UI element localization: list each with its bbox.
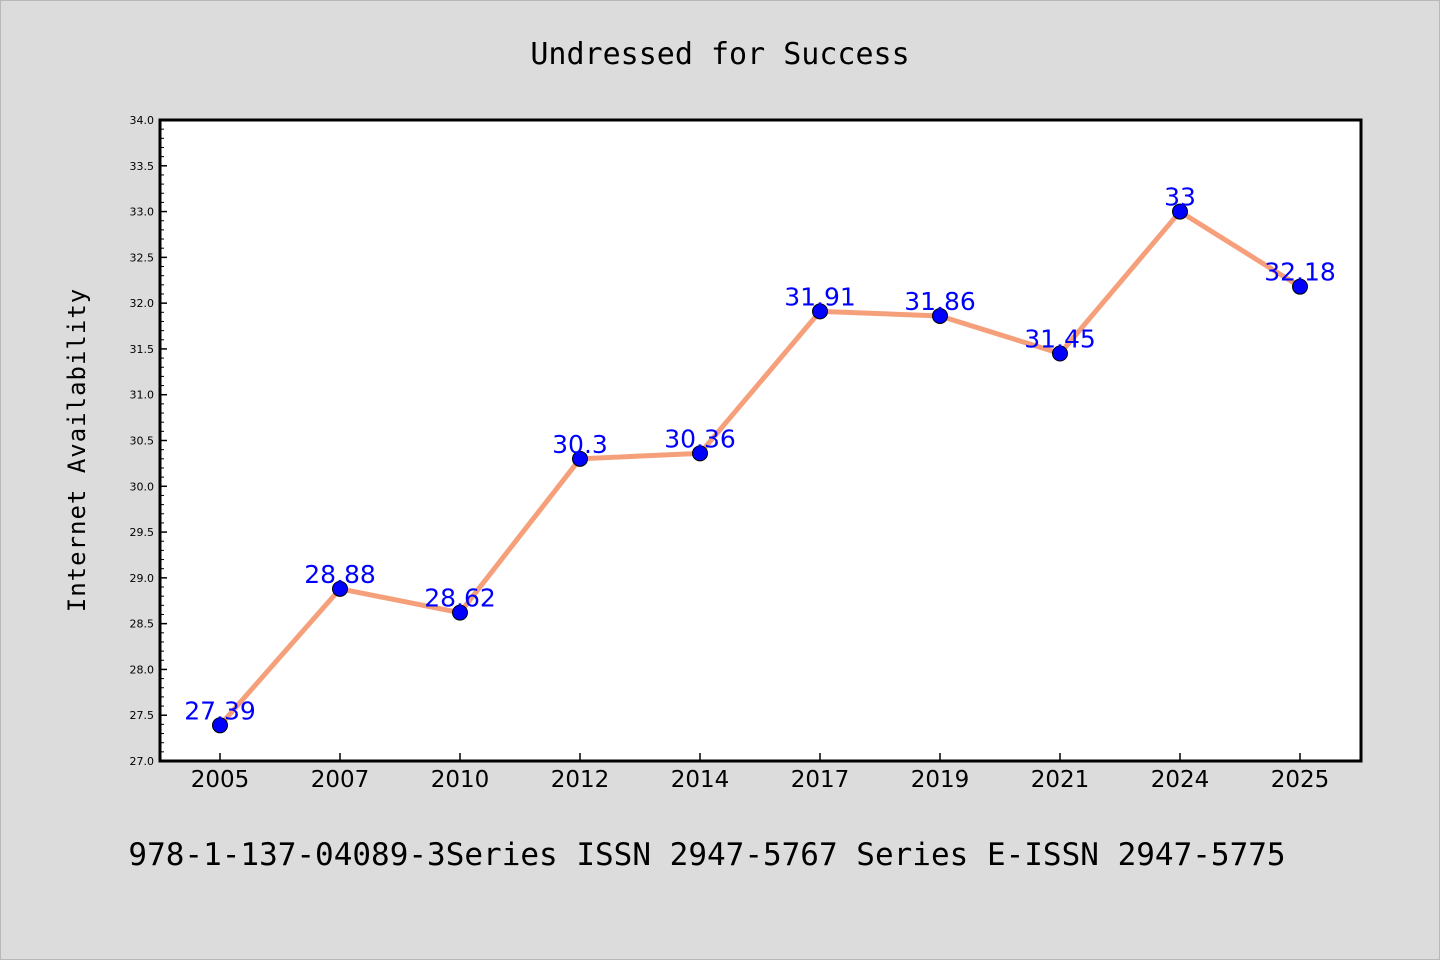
x-tick-label: 2005 [191,767,250,793]
data-label: 30.3 [552,430,608,459]
y-tick-label: 33.0 [130,206,155,219]
y-tick-label: 27.0 [130,755,155,768]
x-tick-label: 2014 [671,767,730,793]
data-point [1172,203,1188,220]
data-label: 28.62 [424,584,496,613]
x-tick-label: 2019 [911,767,970,793]
data-label: 31.86 [904,287,976,316]
y-axis-title: Internet Availability [63,288,91,612]
y-tick-label: 27.5 [130,709,155,722]
isbn-issn-footer: 978-1-137-04089-3Series ISSN 2947-5767 S… [128,837,1285,873]
y-tick-label: 34.0 [130,114,155,127]
x-tick-label: 2025 [1271,767,1330,793]
y-tick-label: 32.0 [130,297,155,310]
y-tick-label: 29.5 [130,526,155,539]
x-tick-label: 2010 [431,767,490,793]
x-tick-label: 2017 [791,767,850,793]
x-tick-label: 2024 [1151,767,1210,793]
data-label: 31.91 [784,282,856,311]
y-tick-label: 32.5 [130,251,155,264]
data-label: 28.88 [304,560,376,589]
data-label: 31.45 [1024,325,1096,354]
x-tick-label: 2007 [311,767,370,793]
chart-title: Undressed for Success [530,37,909,72]
data-label: 33 [1164,183,1196,212]
data-point [1292,278,1308,295]
x-tick-label: 2012 [551,767,610,793]
data-point [1052,345,1068,362]
data-point [212,717,228,734]
y-tick-label: 28.5 [130,618,155,631]
data-point [812,303,828,320]
plot-area [158,118,1363,763]
y-tick-label: 29.0 [130,572,155,585]
data-label: 32.18 [1264,258,1336,287]
y-tick-label: 33.5 [130,160,155,173]
y-axis: 27.0 27.5 28.0 28.5 29.0 29.5 30.0 30.5 31.0 31.5… [130,114,167,768]
data-point [452,604,468,621]
data-point [932,307,948,324]
x-tick-label: 2021 [1031,767,1090,793]
y-tick-label: 28.0 [130,663,155,676]
data-point [692,445,708,462]
y-tick-label: 30.0 [130,480,155,493]
y-tick-label: 31.5 [130,343,155,356]
data-label: 30.36 [664,424,736,453]
data-point [572,450,588,467]
series-layer: 27.39 28.88 28.62 30.3 30.36 31.91 31.86 31.45 3… [184,183,1336,734]
x-axis: 2005 2007 2010 2012 2014 2017 2019 2021 2024 2025 [191,753,1330,793]
y-tick-label: 30.5 [130,435,155,448]
data-point [332,580,348,597]
y-tick-label: 31.0 [130,389,155,402]
data-label: 27.39 [184,696,256,725]
series-line [217,209,1303,728]
